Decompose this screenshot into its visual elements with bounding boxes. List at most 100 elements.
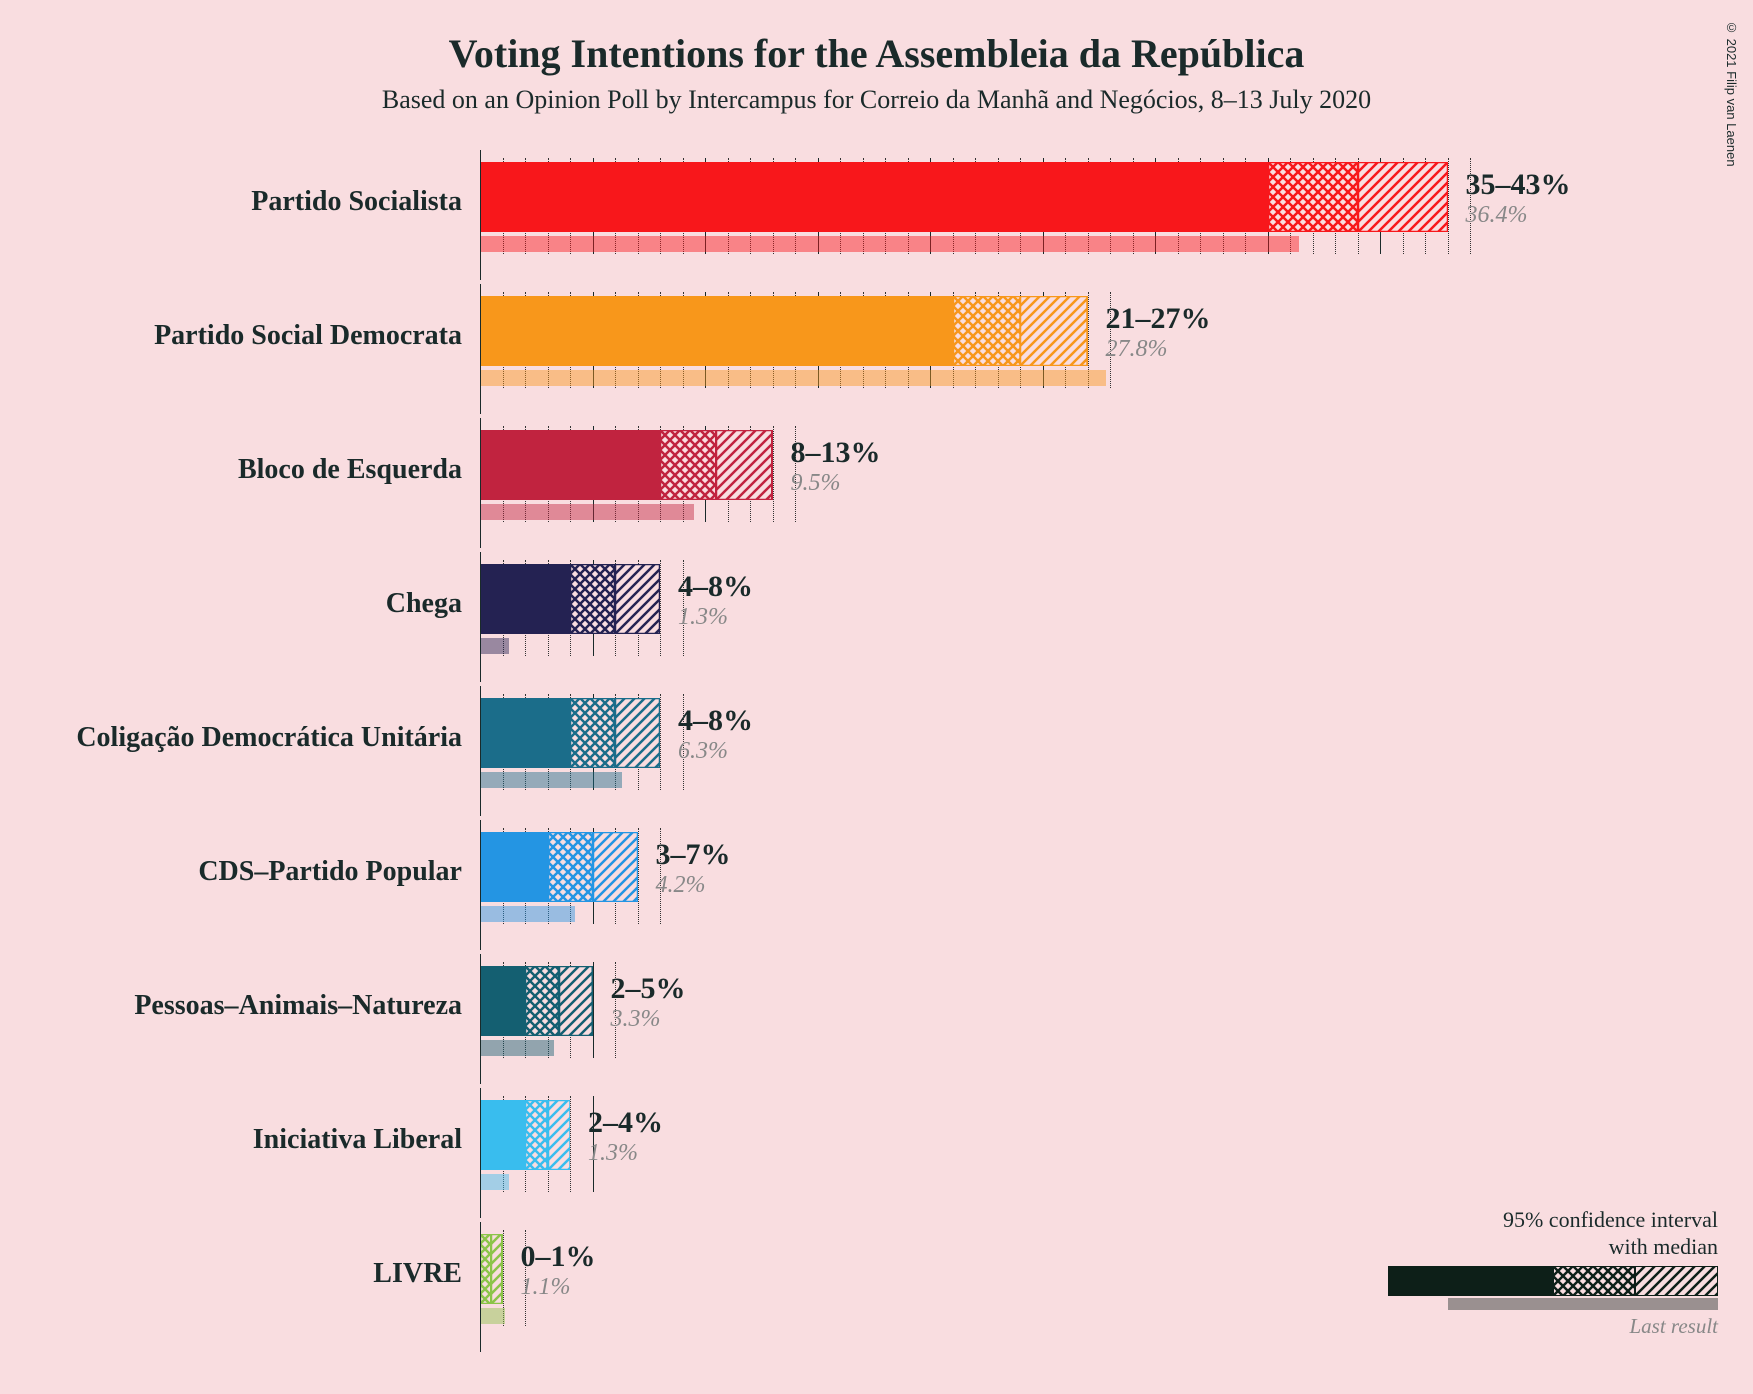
ci-median-segment [570,564,615,634]
ci-bar [480,296,1088,366]
ci-bar [480,966,593,1036]
ci-low-segment [480,162,1268,232]
ci-high-segment [1358,162,1448,232]
party-label: CDS–Partido Popular [198,856,462,888]
axis-line [480,1088,481,1218]
ci-median-segment [660,430,716,500]
value-range: 8–13% [791,436,881,470]
value-range: 0–1% [521,1240,596,1274]
ci-median-segment [570,698,615,768]
ci-bar [480,1100,570,1170]
ci-median-segment [953,296,1021,366]
ci-median-segment [480,1234,491,1304]
last-result-bar [480,1040,554,1056]
party-label: Iniciativa Liberal [253,1124,462,1156]
value-range: 3–7% [656,838,731,872]
axis-line [480,284,481,414]
ci-median-segment [1268,162,1358,232]
party-row: Partido Social Democrata21–27%27.8% [480,284,1680,414]
ci-high-segment [716,430,772,500]
ci-median-segment [525,966,559,1036]
party-label: LIVRE [373,1258,462,1290]
party-row: Chega4–8%1.3% [480,552,1680,682]
axis-line [480,954,481,1084]
party-row: CDS–Partido Popular3–7%4.2% [480,820,1680,950]
party-label: Partido Social Democrata [154,320,462,352]
ci-high-segment [491,1234,502,1304]
ci-low-segment [480,698,570,768]
legend-ci-line1: 95% confidence interval [1503,1207,1718,1232]
value-range: 21–27% [1106,302,1211,336]
value-last: 36.4% [1466,202,1528,229]
legend-last-label: Last result [1388,1314,1718,1339]
last-result-bar [480,638,509,654]
value-range: 35–43% [1466,168,1571,202]
party-label: Bloco de Esquerda [238,454,462,486]
ci-low-segment [480,966,525,1036]
ci-bar [480,832,638,902]
ci-high-segment [1020,296,1088,366]
ci-bar [480,430,773,500]
legend-bar [1388,1266,1718,1310]
last-result-bar [480,236,1299,252]
party-row: Iniciativa Liberal2–4%1.3% [480,1088,1680,1218]
party-row: Coligação Democrática Unitária4–8%6.3% [480,686,1680,816]
ci-high-segment [559,966,593,1036]
ci-high-segment [615,698,660,768]
value-range: 4–8% [678,704,753,738]
value-last: 6.3% [678,738,728,765]
axis-line [480,150,481,280]
ci-median-segment [548,832,593,902]
value-range: 2–5% [611,972,686,1006]
chart-subtitle: Based on an Opinion Poll by Intercampus … [0,85,1753,115]
ci-bar [480,1234,503,1304]
last-result-bar [480,772,622,788]
party-row: Pessoas–Animais–Natureza2–5%3.3% [480,954,1680,1084]
legend-crosshatch-segment [1553,1266,1635,1296]
party-label: Partido Socialista [251,186,462,218]
axis-line [480,1222,481,1352]
party-row: Bloco de Esquerda8–13%9.5% [480,418,1680,548]
last-result-bar [480,370,1106,386]
chart-area: Partido Socialista35–43%36.4%Partido Soc… [480,150,1680,1352]
last-result-bar [480,1174,509,1190]
legend-diagonal-segment [1635,1266,1718,1296]
ci-low-segment [480,430,660,500]
value-last: 27.8% [1106,336,1168,363]
axis-line [480,552,481,682]
ci-high-segment [548,1100,571,1170]
ci-median-segment [525,1100,548,1170]
legend-last-bar [1448,1298,1718,1310]
last-result-bar [480,504,694,520]
legend: 95% confidence interval with median Last… [1388,1207,1718,1339]
value-range: 2–4% [588,1106,663,1140]
axis-line [480,686,481,816]
party-label: Pessoas–Animais–Natureza [134,990,462,1022]
value-range: 4–8% [678,570,753,604]
copyright: © 2021 Filip van Laenen [1724,20,1739,167]
ci-high-segment [593,832,638,902]
ci-bar [480,698,660,768]
ci-bar [480,564,660,634]
ci-low-segment [480,1100,525,1170]
party-label: Chega [386,588,462,620]
value-last: 1.3% [588,1140,638,1167]
value-last: 3.3% [611,1006,661,1033]
legend-solid-segment [1388,1266,1553,1296]
ci-low-segment [480,832,548,902]
value-last: 4.2% [656,872,706,899]
axis-line [480,418,481,548]
chart-title: Voting Intentions for the Assembleia da … [0,0,1753,77]
value-last: 1.1% [521,1274,571,1301]
value-last: 9.5% [791,470,841,497]
last-result-bar [480,906,575,922]
last-result-bar [480,1308,505,1324]
legend-ci-label: 95% confidence interval with median [1388,1207,1718,1260]
legend-ci-line2: with median [1609,1234,1718,1259]
party-label: Coligação Democrática Unitária [76,722,462,754]
ci-low-segment [480,296,953,366]
ci-bar [480,162,1448,232]
value-last: 1.3% [678,604,728,631]
ci-low-segment [480,564,570,634]
party-row: Partido Socialista35–43%36.4% [480,150,1680,280]
